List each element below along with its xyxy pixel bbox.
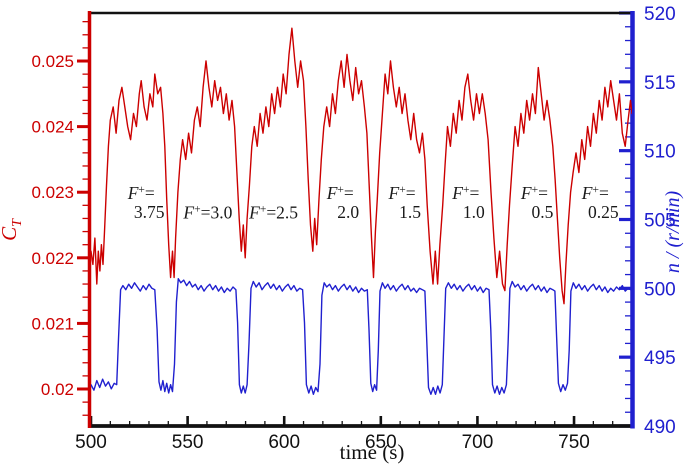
right-tick-label: 520 xyxy=(644,4,676,25)
fplus-value: 0.5 xyxy=(531,202,553,222)
fplus-symbol: F+= xyxy=(581,183,609,203)
fplus-annotation: F+=3.0 xyxy=(182,202,232,222)
x-tick-label: 600 xyxy=(268,432,300,453)
fplus-symbol: F+= xyxy=(520,183,548,203)
fplus-symbol: F+=2.5 xyxy=(248,202,298,222)
right-tick-label: 495 xyxy=(644,348,676,369)
x-tick-label: 750 xyxy=(558,432,590,453)
x-tick-label: 500 xyxy=(75,432,107,453)
fplus-value: 2.0 xyxy=(337,202,359,222)
x-tick-label: 700 xyxy=(462,432,494,453)
right-axis-title: n / (r/min) xyxy=(662,191,684,274)
left-tick-label: 0.023 xyxy=(31,183,74,202)
fplus-annotation: F+=1.0 xyxy=(451,183,485,222)
fplus-annotation: F+=1.5 xyxy=(388,183,422,222)
n-curve xyxy=(91,278,632,395)
fplus-annotation: F+=2.0 xyxy=(326,183,360,222)
right-tick-label: 505 xyxy=(644,211,676,232)
x-axis-title: time (s) xyxy=(340,440,405,464)
fplus-value: 1.5 xyxy=(399,202,421,222)
left-axis-title: CT xyxy=(0,218,25,241)
left-tick-label: 0.024 xyxy=(31,118,74,137)
fplus-symbol: F+= xyxy=(127,183,155,203)
left-tick-label: 0.02 xyxy=(41,380,74,399)
axis-lines-layer xyxy=(87,11,635,429)
fplus-symbol: F+= xyxy=(451,183,479,203)
ct-curve xyxy=(91,27,632,305)
fplus-symbol: F+=3.0 xyxy=(182,202,232,222)
axis-labels-layer: 500 550 600 650 700 750 0.02 0.021 0.022 0.023 0.0… xyxy=(0,4,684,453)
x-tick-label: 550 xyxy=(172,432,204,453)
fplus-symbol: F+= xyxy=(326,183,354,203)
x-tick-label: 650 xyxy=(365,432,397,453)
fplus-annotation: F+=0.5 xyxy=(520,183,554,222)
right-tick-label: 510 xyxy=(644,142,676,163)
left-tick-label: 0.022 xyxy=(31,249,74,268)
fplus-annotation: F+=2.5 xyxy=(248,202,298,222)
data-curves-layer xyxy=(91,27,632,395)
annotations-layer: F+=3.75 F+=3.0 F+=2.5F+=2.0F+=1.5F+=1.0F+=… xyxy=(127,183,619,223)
fplus-value: 1.0 xyxy=(463,202,485,222)
fplus-symbol: F+= xyxy=(388,183,416,203)
fplus-value: 0.25 xyxy=(588,202,619,222)
right-tick-label: 515 xyxy=(644,73,676,94)
left-tick-label: 0.025 xyxy=(31,52,74,71)
fplus-value: 3.75 xyxy=(134,202,165,222)
right-tick-label: 490 xyxy=(644,417,676,438)
left-tick-label: 0.021 xyxy=(31,314,74,333)
right-tick-label: 500 xyxy=(644,279,676,300)
fplus-annotation: F+=0.25 xyxy=(581,183,619,222)
fplus-annotation: F+=3.75 xyxy=(127,183,165,222)
